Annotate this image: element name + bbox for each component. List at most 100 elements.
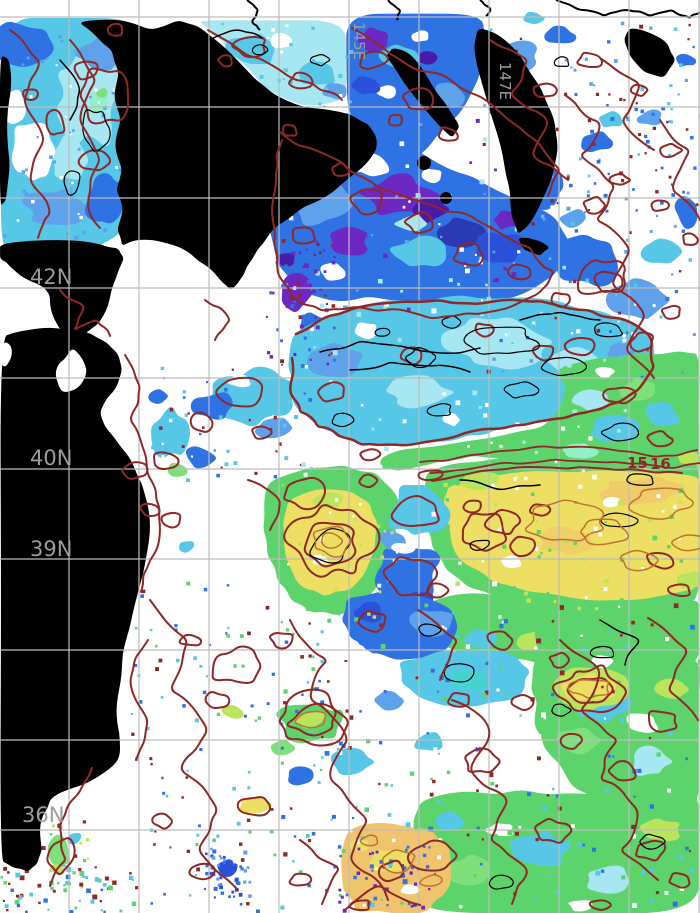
sst-speckle: [275, 450, 278, 453]
sst-region: [555, 234, 618, 287]
sst-speckle: [537, 756, 541, 761]
contour-ring: [607, 760, 637, 782]
sst-speckle: [308, 622, 311, 625]
sst-speckle: [384, 302, 389, 307]
sst-speckle: [332, 326, 336, 330]
sst-speckle: [248, 894, 252, 898]
sst-speckle: [631, 834, 637, 839]
sst-speckle: [556, 202, 559, 205]
sst-speckle: [281, 363, 284, 366]
sst-speckle: [25, 910, 28, 913]
sst-speckle: [182, 396, 186, 399]
contour-ring: [635, 839, 667, 862]
sst-region: [595, 367, 615, 379]
sst-speckle: [302, 265, 305, 269]
sst-speckle: [614, 292, 618, 296]
sst-speckle: [60, 39, 64, 43]
sst-speckle: [205, 675, 208, 678]
sst-speckle: [141, 589, 146, 594]
sst-speckle: [196, 867, 201, 872]
contour-ring: [671, 534, 700, 552]
contour-line: [351, 27, 560, 197]
sst-speckle: [679, 500, 682, 504]
sst-speckle: [41, 846, 46, 850]
sst-speckle: [524, 591, 528, 596]
sst-speckle: [372, 615, 377, 619]
longitude-label-145e: 145E: [350, 22, 368, 60]
sst-speckle: [221, 22, 224, 26]
sst-speckle: [281, 284, 285, 288]
sst-speckle: [402, 205, 406, 209]
sst-speckle: [269, 355, 274, 359]
sst-speckle: [537, 734, 542, 738]
sst-speckle: [248, 418, 251, 422]
sst-speckle: [235, 382, 239, 386]
sst-speckle: [444, 627, 447, 630]
sst-speckle: [267, 351, 271, 355]
sst-speckle: [284, 68, 288, 72]
sst-speckle: [331, 304, 336, 308]
sst-speckle: [294, 415, 299, 419]
contour-ring: [217, 54, 233, 68]
sst-speckle: [299, 451, 304, 456]
sst-speckle: [317, 781, 321, 784]
sst-speckle: [640, 87, 645, 91]
sst-speckle: [339, 854, 342, 858]
sst-speckle: [182, 390, 186, 394]
sst-speckle: [478, 163, 482, 168]
sst-speckle: [243, 850, 248, 855]
sst-speckle: [474, 253, 477, 256]
land-left-edge-strip: [0, 56, 12, 205]
sst-speckle: [655, 891, 659, 895]
sst-speckle: [161, 455, 165, 459]
contour-ring: [503, 381, 540, 399]
sst-region: [442, 412, 460, 427]
sst-speckle: [112, 880, 117, 885]
sst-speckle: [559, 605, 564, 610]
sst-speckle: [483, 413, 488, 418]
sst-speckle: [68, 84, 72, 89]
sst-speckle: [497, 528, 502, 533]
sst-speckle: [572, 409, 578, 415]
sst-speckle: [270, 808, 274, 811]
sst-speckle: [371, 869, 374, 872]
sst-speckle: [655, 190, 659, 194]
sst-speckle: [15, 872, 21, 878]
sst-speckle: [633, 650, 638, 654]
sst-speckle: [161, 776, 164, 780]
sst-speckle: [66, 232, 69, 236]
contour-ring: [437, 126, 459, 142]
sst-speckle: [239, 842, 243, 846]
sst-speckle: [626, 117, 630, 122]
sst-speckle: [103, 910, 106, 913]
sst-speckle: [69, 910, 74, 913]
sst-speckle: [65, 880, 70, 886]
sst-speckle: [566, 206, 571, 211]
sst-speckle: [532, 321, 536, 325]
contour-ring: [474, 322, 495, 338]
sst-speckle: [337, 845, 342, 849]
contour-ring: [553, 56, 570, 67]
sst-speckle: [403, 866, 407, 870]
sst-speckle: [90, 899, 95, 904]
sst-speckle: [566, 176, 570, 180]
sst-speckle: [428, 846, 431, 849]
sst-speckle: [685, 757, 689, 761]
sst-speckle: [485, 402, 490, 407]
sst-speckle: [256, 909, 260, 913]
sst-speckle: [340, 895, 344, 899]
contour-line: [289, 298, 655, 447]
sst-speckle: [414, 824, 419, 830]
sst-region: [288, 766, 314, 786]
sst-speckle: [495, 784, 498, 788]
sst-speckle: [78, 868, 82, 872]
sst-speckle: [494, 502, 498, 507]
sst-region: [351, 76, 381, 95]
sst-speckle: [390, 784, 393, 787]
sst-speckle: [410, 866, 414, 870]
sst-speckle: [353, 509, 357, 513]
sst-speckle: [198, 824, 201, 828]
sst-speckle: [216, 473, 220, 478]
sst-speckle: [47, 908, 50, 911]
sst-speckle: [424, 603, 429, 608]
